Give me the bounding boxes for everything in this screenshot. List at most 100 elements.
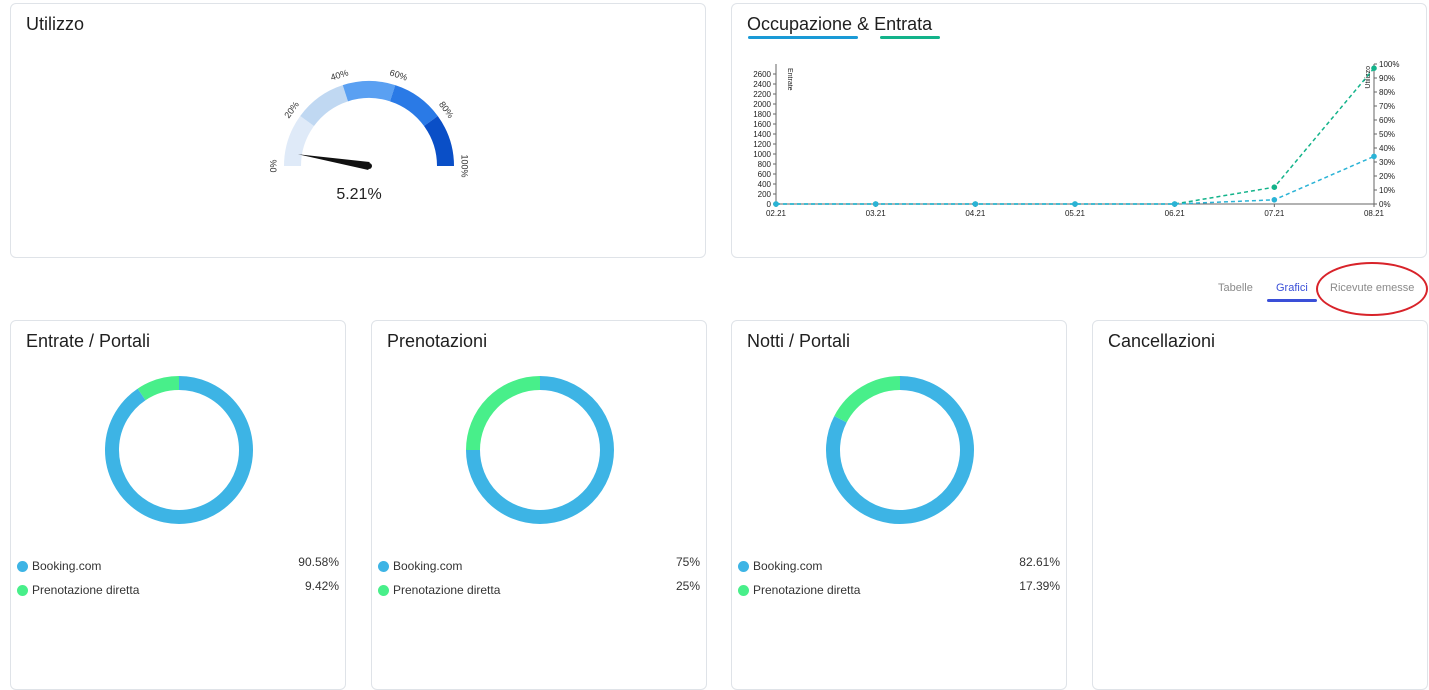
utilizzo-gauge: 0% 20% 40% 60% 80% 100% [268, 68, 470, 178]
legend-underline-occupazione [748, 36, 858, 39]
y-tick-label: 200 [758, 190, 772, 199]
legend-percentage: 82.61% [1019, 555, 1060, 569]
series-point[interactable] [1371, 65, 1377, 71]
donut-chart [826, 376, 974, 524]
x-tick-label: 02.21 [766, 209, 787, 218]
series-line [776, 67, 1375, 205]
gauge-tick-label: 60% [388, 68, 408, 83]
y-tick-label: 1000 [753, 150, 771, 159]
donut-card-2: Notti / Portali Booking.com 82.61% Prenotaz… [731, 320, 1067, 690]
legend-item: Booking.com 82.61% [738, 555, 1060, 577]
gauge-tick-label: 20% [282, 100, 301, 120]
legend-item: Prenotazione diretta 25% [378, 579, 700, 601]
y2-tick-label: 70% [1379, 102, 1395, 111]
y-tick-label: 1400 [753, 130, 771, 139]
tab-tabelle[interactable]: Tabelle [1218, 282, 1253, 294]
legend-label: Prenotazione diretta [393, 583, 501, 597]
y-tick-label: 0 [767, 200, 772, 209]
series-point[interactable] [1171, 201, 1178, 207]
series-point[interactable] [1271, 197, 1278, 203]
donut-slice [105, 376, 253, 524]
donut-slice [834, 376, 901, 423]
donut-card-1: Prenotazioni Booking.com 75% Prenotazione d… [371, 320, 707, 690]
tab-grafici-underline [1267, 299, 1317, 302]
y2-tick-label: 90% [1379, 74, 1395, 83]
y2-tick-label: 100% [1379, 60, 1399, 69]
y-tick-label: 1600 [753, 120, 771, 129]
gauge-needle [297, 154, 370, 170]
series-point[interactable] [1271, 184, 1278, 190]
y2-tick-label: 20% [1379, 172, 1395, 181]
gauge-tick-label: 100% [460, 154, 470, 177]
legend-underline-entrata [880, 36, 940, 39]
gauge-segment [390, 85, 438, 127]
y2-tick-label: 30% [1379, 158, 1395, 167]
donut-slice [137, 376, 180, 401]
donut-slice [826, 376, 974, 524]
y2-tick-label: 10% [1379, 186, 1395, 195]
gauge-tick-label: 0% [268, 159, 278, 172]
utilizzo-title: Utilizzo [26, 14, 85, 34]
gauge-segment [300, 85, 348, 127]
x-tick-label: 07.21 [1264, 209, 1285, 218]
occupazione-entrata-card: Occupazione & Entrata 0 200 400 600 800 1000 1… [731, 3, 1427, 258]
legend-percentage: 9.42% [304, 579, 339, 593]
series-point[interactable] [1371, 153, 1377, 160]
legend-color-dot [738, 561, 749, 572]
y-tick-label: 400 [758, 180, 772, 189]
view-tabs: Tabelle Grafici Ricevute emesse [1189, 282, 1429, 302]
x-tick-label: 05.21 [1065, 209, 1086, 218]
legend-percentage: 17.39% [1019, 579, 1060, 593]
legend-color-dot [17, 561, 28, 572]
x-tick-label: 03.21 [866, 209, 887, 218]
occupazione-entrata-chart: 0200400600800100012001400160018002000220… [753, 60, 1399, 218]
legend-color-dot [378, 561, 389, 572]
y2-tick-label: 50% [1379, 130, 1395, 139]
y-tick-label: 1800 [753, 110, 771, 119]
legend-item: Prenotazione diretta 17.39% [738, 579, 1060, 601]
tab-grafici[interactable]: Grafici [1276, 282, 1308, 294]
y-tick-label: 800 [758, 160, 772, 169]
legend-item: Prenotazione diretta 9.42% [17, 579, 339, 601]
series-point[interactable] [1072, 201, 1078, 207]
gauge-segment [342, 80, 396, 102]
y-tick-label: 2600 [753, 70, 771, 79]
series-point[interactable] [872, 201, 879, 207]
tab-ricevute-emesse[interactable]: Ricevute emesse [1330, 282, 1415, 294]
y2-axis-label: Utilizzo [1365, 66, 1372, 89]
donut-card-title: Notti / Portali [747, 331, 851, 351]
legend-color-dot [378, 585, 389, 596]
series-point[interactable] [972, 201, 979, 207]
y-tick-label: 2000 [753, 100, 771, 109]
legend-color-dot [17, 585, 28, 596]
series-line [776, 155, 1375, 205]
occupazione-entrata-title: Occupazione & Entrata [747, 14, 933, 34]
legend-label: Booking.com [32, 559, 102, 573]
gauge-tick-label: 80% [437, 100, 456, 120]
y-axis-label: Entrate [786, 68, 793, 91]
y-tick-label: 600 [758, 170, 772, 179]
utilizzo-card: Utilizzo 0% 20% 40% 60% 80% 100% 5.21% [10, 3, 706, 258]
y2-tick-label: 60% [1379, 116, 1395, 125]
x-tick-label: 06.21 [1165, 209, 1186, 218]
y2-tick-label: 80% [1379, 88, 1395, 97]
legend-label: Prenotazione diretta [753, 583, 861, 597]
x-tick-label: 08.21 [1364, 209, 1385, 218]
y2-tick-label: 40% [1379, 144, 1395, 153]
donut-card-title: Cancellazioni [1108, 331, 1216, 351]
donut-card-title: Prenotazioni [387, 331, 488, 351]
y-tick-label: 1200 [753, 140, 771, 149]
gauge-segment [284, 116, 314, 166]
legend-item: Booking.com 75% [378, 555, 700, 577]
gauge-tick-label: 40% [329, 68, 349, 83]
gauge-segment [424, 116, 454, 166]
legend-item: Booking.com 90.58% [17, 555, 339, 577]
legend-percentage: 90.58% [298, 555, 339, 569]
series-point[interactable] [773, 201, 779, 207]
y-tick-label: 2200 [753, 90, 771, 99]
donut-card-title: Entrate / Portali [26, 331, 151, 351]
utilizzo-value: 5.21% [336, 186, 382, 203]
legend-color-dot [738, 585, 749, 596]
donut-chart [105, 376, 253, 524]
legend-label: Prenotazione diretta [32, 583, 140, 597]
